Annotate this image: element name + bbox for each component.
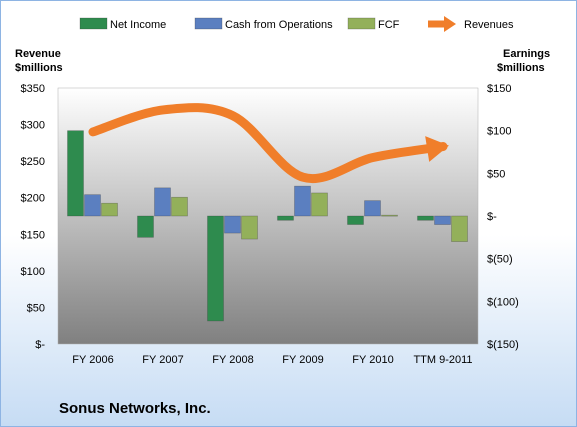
legend-label-fcf: FCF (378, 19, 400, 31)
plot-area (57, 87, 479, 345)
bar-fcf-fy-2009 (311, 192, 328, 217)
bar-fcf-ttm-9-2011 (451, 215, 468, 242)
x-tick-label-fy-2010: FY 2010 (352, 354, 393, 366)
right-tick-label-50--50: $(50) (487, 254, 513, 266)
right-axis-ticks: $150 $100 $50 $- $(50) $(100) $(150) (487, 83, 519, 351)
x-tick-label-ttm-9-2011: TTM 9-2011 (413, 354, 472, 366)
bar-fcf-fy-2008 (241, 215, 258, 240)
left-axis-ticks: $350 $300 $250 $200 $150 $100 $50 $- (21, 83, 46, 351)
legend-label-revenues: Revenues (464, 19, 514, 31)
bar-net-income-fy-2009 (277, 215, 294, 221)
legend: Net Income Cash from Operations FCF Revenue… (79, 16, 514, 32)
x-tick-label-fy-2006: FY 2006 (72, 354, 113, 366)
bar-fcf-fy-2007 (171, 196, 188, 217)
bar-net-income-fy-2008 (207, 215, 224, 322)
bar-cash-from-operations-fy-2008 (224, 215, 241, 234)
bars (67, 130, 468, 322)
legend-swatch-revenues-arrowhead (444, 16, 456, 32)
bar-cash-from-operations-fy-2007 (154, 187, 171, 217)
bar-net-income-ttm-9-2011 (417, 215, 434, 221)
right-axis-title-line2: $millions (497, 62, 545, 74)
right-tick-label-50-50: $50 (487, 168, 505, 180)
legend-label-net-income: Net Income (110, 19, 166, 31)
left-tick-label-300-300: $300 (21, 120, 45, 132)
legend-swatch-cash-from-operations (194, 17, 223, 30)
x-axis-ticks: FY 2006 FY 2007 FY 2008 FY 2009 FY 2010 TTM 9… (72, 354, 472, 366)
bar-net-income-fy-2007 (137, 215, 154, 238)
revenue-line-layer (88, 103, 449, 184)
x-tick-label-fy-2007: FY 2007 (142, 354, 183, 366)
right-tick-label-100-100: $100 (487, 126, 511, 138)
left-axis-title-line1: Revenue (15, 48, 61, 60)
left-tick-label--0: $- (35, 339, 45, 351)
line-revenues-arrowhead (425, 136, 449, 162)
line-revenues (88, 103, 448, 184)
bar-net-income-fy-2010 (347, 215, 364, 225)
right-tick-label-100--100: $(100) (487, 296, 519, 308)
right-tick-label-150-150: $150 (487, 83, 511, 95)
bar-cash-from-operations-fy-2006 (84, 194, 101, 217)
right-tick-label-150--150: $(150) (487, 339, 519, 351)
x-tick-label-fy-2008: FY 2008 (212, 354, 253, 366)
left-tick-label-200-200: $200 (21, 193, 45, 205)
right-axis-title-line1: Earnings (503, 48, 550, 60)
bar-cash-from-operations-ttm-9-2011 (434, 215, 451, 225)
left-tick-label-50-50: $50 (27, 302, 45, 314)
left-tick-label-250-250: $250 (21, 156, 45, 168)
left-tick-label-150-150: $150 (21, 229, 45, 241)
legend-swatch-net-income (79, 17, 108, 30)
legend-label-cash-from-operations: Cash from Operations (225, 19, 333, 31)
right-tick-label--0: $- (487, 211, 497, 223)
bar-fcf-fy-2006 (101, 202, 118, 217)
left-tick-label-350-350: $350 (21, 83, 45, 95)
x-tick-label-fy-2009: FY 2009 (282, 354, 323, 366)
bar-cash-from-operations-fy-2009 (294, 185, 311, 217)
left-tick-label-100-100: $100 (21, 266, 45, 278)
bar-net-income-fy-2006 (67, 130, 84, 217)
left-axis-title-line2: $millions (15, 62, 63, 74)
bar-cash-from-operations-fy-2010 (364, 200, 381, 217)
bar-fcf-fy-2010 (381, 214, 398, 217)
chart-title: Sonus Networks, Inc. (59, 400, 211, 417)
legend-swatch-fcf (347, 17, 376, 30)
